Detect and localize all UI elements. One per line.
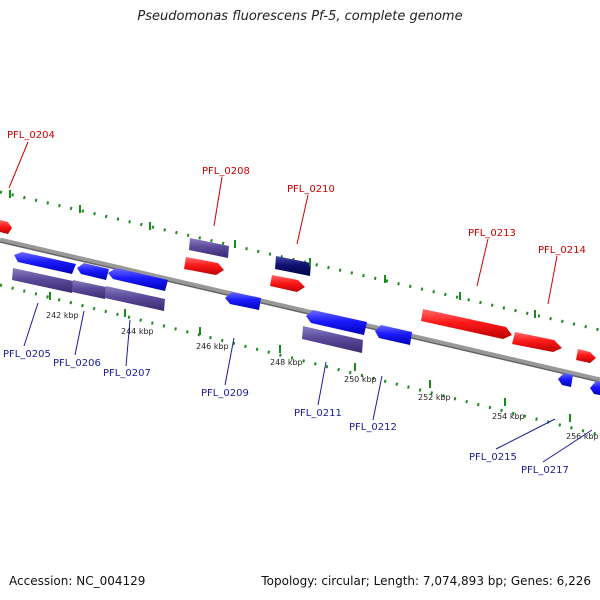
gene-label-pfl0209[interactable]: PFL_0209 (201, 388, 249, 399)
tick-label-250: 250 kbp (344, 375, 377, 384)
gene-arrow-pfl0217[interactable] (590, 381, 600, 395)
gene-label-pfl0204[interactable]: PFL_0204 (7, 130, 55, 141)
cds-box-pfl0205[interactable] (12, 268, 73, 293)
cds-box-pfl0211[interactable] (302, 326, 363, 353)
cds-box-pfl0210[interactable] (275, 256, 311, 276)
gene-arrow-pfl0214[interactable] (512, 332, 562, 352)
gene-label-pfl0205[interactable]: PFL_0205 (3, 349, 51, 360)
tick-label-248: 248 kbp (270, 358, 303, 367)
tick-label-252: 252 kbp (418, 393, 451, 402)
gene-arrow-pfl0210[interactable] (270, 275, 305, 292)
gene-arrow-pfl0207[interactable] (108, 268, 168, 291)
gene-arrow-pfl0206[interactable] (77, 263, 109, 280)
gene-label-pfl0215[interactable]: PFL_0215 (469, 452, 517, 463)
gene-label-pfl0210[interactable]: PFL_0210 (287, 184, 335, 195)
gene-arrow-pfl0212[interactable] (375, 325, 412, 345)
gene-arrow-pfl0216[interactable] (576, 349, 596, 363)
gene-label-pfl0212[interactable]: PFL_0212 (349, 422, 397, 433)
accession-text: Accession: NC_004129 (9, 574, 146, 588)
tick-label-242: 242 kbp (46, 311, 79, 320)
tick-label-244: 244 kbp (121, 327, 154, 336)
tick-label-254: 254 kbp (492, 412, 525, 421)
genome-summary-text: Topology: circular; Length: 7,074,893 bp… (261, 574, 591, 588)
gene-arrow-pfl0208[interactable] (184, 257, 224, 275)
gene-label-pfl0213[interactable]: PFL_0213 (468, 228, 516, 239)
gene-label-pfl0207[interactable]: PFL_0207 (103, 368, 151, 379)
gene-label-pfl0208[interactable]: PFL_0208 (202, 166, 250, 177)
tick-label-246: 246 kbp (196, 342, 229, 351)
forward-leader-lines (8, 141, 558, 305)
upper-major-ticks (9, 190, 536, 318)
map-title: Pseudomonas fluorescens Pf-5, complete g… (137, 9, 463, 24)
cds-box-pfl0206[interactable] (72, 280, 106, 299)
genome-backbone-shade (0, 241, 600, 383)
gene-label-pfl0217[interactable]: PFL_0217 (521, 465, 569, 476)
cds-box-pfl0207[interactable] (105, 286, 165, 311)
gene-arrow-pfl0205[interactable] (14, 252, 76, 274)
gene-arrow-pfl0209[interactable] (225, 292, 261, 310)
cds-box-pfl0208[interactable] (189, 238, 229, 258)
gene-label-pfl0214[interactable]: PFL_0214 (538, 245, 586, 256)
gene-label-pfl0206[interactable]: PFL_0206 (53, 358, 101, 369)
genome-backbone (0, 237, 600, 383)
gene-arrow-pfl0215[interactable] (558, 373, 573, 387)
gene-label-pfl0211[interactable]: PFL_0211 (294, 408, 342, 419)
lower-major-ticks (49, 292, 571, 422)
gene-arrow-pfl0211[interactable] (306, 310, 367, 335)
reverse-leader-lines (23, 302, 593, 463)
gene-arrow-pfl0213[interactable] (421, 309, 512, 339)
gene-arrow-pfl0204[interactable] (0, 220, 12, 234)
